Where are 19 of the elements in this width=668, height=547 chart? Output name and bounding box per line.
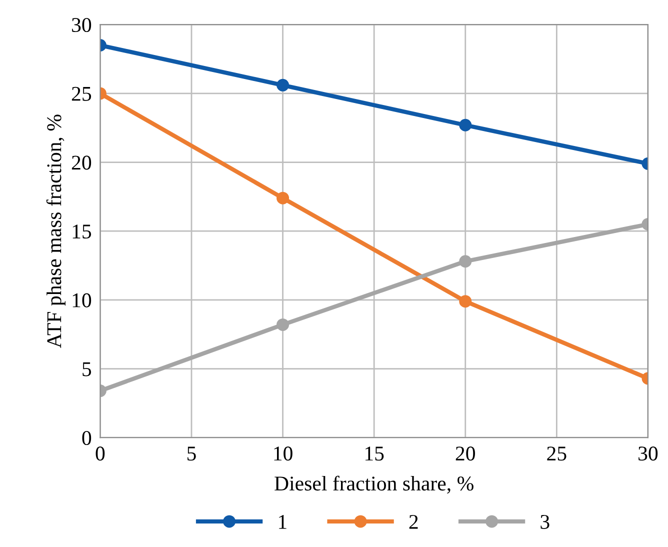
y-tick-label: 30 — [72, 18, 92, 32]
x-tick-label: 15 — [365, 446, 384, 461]
y-tick-label: 0 — [82, 430, 92, 446]
x-tick-label: 30 — [638, 446, 658, 461]
legend-label: 2 — [409, 514, 418, 529]
x-tick-label: 5 — [187, 446, 196, 461]
y-tick-label: 5 — [82, 362, 92, 376]
x-tick-label: 20 — [456, 446, 475, 461]
legend-label: 1 — [279, 515, 286, 529]
y-tick-label: 15 — [72, 224, 92, 239]
x-tick-label: 10 — [274, 446, 292, 461]
legend-label: 3 — [540, 514, 550, 529]
x-tick-label: 0 — [96, 446, 105, 461]
x-axis-title: Diesel fraction share, % — [274, 476, 474, 494]
x-tick-label: 25 — [547, 446, 566, 461]
y-tick-label: 20 — [72, 156, 92, 170]
y-tick-label: 10 — [72, 293, 92, 308]
y-axis-title: ATF phase mass fraction, % — [46, 114, 66, 348]
y-tick-label: 25 — [72, 86, 92, 101]
